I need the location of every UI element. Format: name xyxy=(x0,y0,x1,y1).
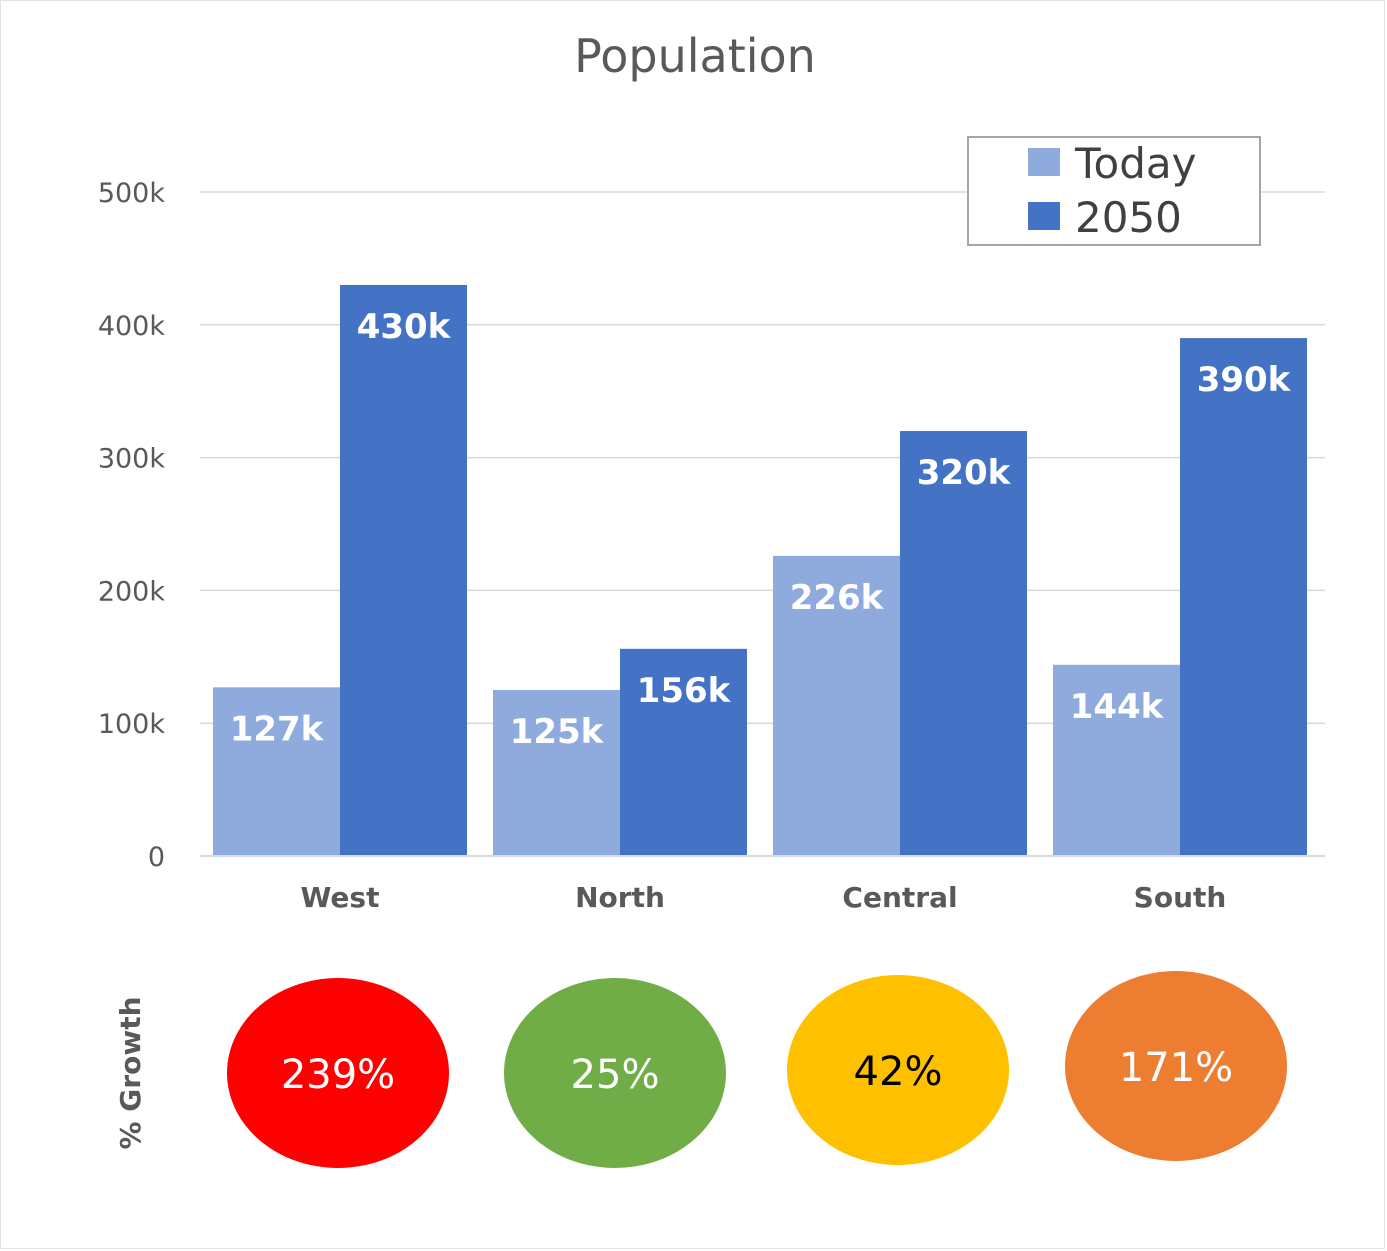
data-label: 320k xyxy=(917,453,1012,493)
legend: Today 2050 xyxy=(967,136,1261,246)
x-axis: West North Central South xyxy=(301,881,1227,914)
x-tick-label: West xyxy=(301,881,380,914)
y-tick-label: 200k xyxy=(98,576,166,607)
data-label: 127k xyxy=(230,709,325,749)
y-tick-label: 100k xyxy=(98,709,166,740)
bar-2050-south xyxy=(1180,338,1307,857)
growth-label-south: 171% xyxy=(1119,1045,1233,1091)
growth-label-central: 42% xyxy=(854,1049,943,1095)
data-label: 144k xyxy=(1070,687,1165,727)
growth-label-west: 239% xyxy=(281,1052,395,1098)
legend-label: Today xyxy=(1074,139,1196,188)
y-tick-label: 0 xyxy=(148,842,165,873)
bar-2050-north xyxy=(620,648,747,856)
data-label: 156k xyxy=(637,671,732,711)
bar-2050-central xyxy=(900,431,1027,856)
growth-circle-north xyxy=(504,978,726,1168)
bar-today-west xyxy=(213,687,340,856)
bars: 127k 430k 125k 156k 226k 320k 144k 390k xyxy=(200,284,1325,857)
data-label: 226k xyxy=(790,578,885,618)
y-axis: 0 100k 200k 300k 400k 500k xyxy=(98,178,166,873)
data-label: 390k xyxy=(1197,360,1292,400)
y-tick-label: 300k xyxy=(98,444,166,475)
growth-label-north: 25% xyxy=(571,1052,660,1098)
legend-box xyxy=(967,136,1261,246)
bar-2050-west xyxy=(340,284,467,857)
growth-circle-central xyxy=(787,975,1009,1165)
growth-circle-south xyxy=(1065,971,1287,1161)
data-label: 125k xyxy=(510,712,605,752)
legend-swatch-2050 xyxy=(1028,202,1060,230)
chart-title: Population xyxy=(574,29,816,83)
bar-today-central xyxy=(773,555,900,856)
data-label: 430k xyxy=(357,307,452,347)
legend-swatch-today xyxy=(1028,148,1060,176)
growth-row: % Growth 239% 25% 42% 171% xyxy=(114,971,1287,1168)
bar-today-south xyxy=(1053,664,1180,856)
growth-axis-label: % Growth xyxy=(114,996,147,1149)
legend-label: 2050 xyxy=(1075,193,1182,242)
y-tick-label: 400k xyxy=(98,311,166,342)
x-tick-label: North xyxy=(575,881,665,914)
x-tick-label: Central xyxy=(842,881,957,914)
y-tick-label: 500k xyxy=(98,178,166,209)
x-tick-label: South xyxy=(1134,881,1227,914)
growth-circle-west xyxy=(227,978,449,1168)
bar-today-north xyxy=(493,690,620,856)
